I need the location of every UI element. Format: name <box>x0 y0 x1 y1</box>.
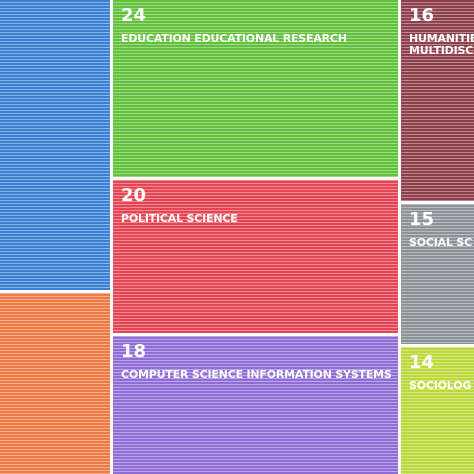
treemap-cell <box>0 0 110 290</box>
cell-value: 18 <box>121 341 147 362</box>
cell-stripe-pattern <box>113 0 398 177</box>
cell-value: 14 <box>409 352 435 373</box>
cell-stripe-pattern <box>401 347 474 474</box>
cell-label: SOCIOLOG <box>409 379 472 392</box>
cell-label: COMPUTER SCIENCE INFORMATION SYSTEMS <box>121 368 392 381</box>
cell-value: 20 <box>121 185 147 206</box>
cell-stripe-pattern <box>113 180 398 333</box>
treemap-cell: 14 SOCIOLOG <box>401 347 474 474</box>
cell-stripe-pattern <box>113 336 398 474</box>
treemap-cell: 20 POLITICAL SCIENCE <box>113 180 398 333</box>
treemap-cell: 15 SOCIAL SC <box>401 204 474 344</box>
cell-value: 24 <box>121 5 147 26</box>
cell-stripe-pattern <box>401 204 474 344</box>
treemap-cell: 16 HUMANITIE MULTIDISC <box>401 0 474 201</box>
cell-label: EDUCATION EDUCATIONAL RESEARCH <box>121 32 347 45</box>
cell-stripe-pattern <box>0 293 110 474</box>
cell-label: POLITICAL SCIENCE <box>121 212 238 225</box>
cell-stripe-pattern <box>0 0 110 290</box>
treemap-cell: 24 EDUCATION EDUCATIONAL RESEARCH <box>113 0 398 177</box>
cell-value: 16 <box>409 5 435 26</box>
cell-label: SOCIAL SC <box>409 236 472 249</box>
cell-value: 15 <box>409 209 435 230</box>
treemap-cell <box>0 293 110 474</box>
treemap-cell: 18 COMPUTER SCIENCE INFORMATION SYSTEMS <box>113 336 398 474</box>
cell-label: HUMANITIE MULTIDISC <box>409 32 474 57</box>
cell-stripe-pattern <box>401 0 474 201</box>
